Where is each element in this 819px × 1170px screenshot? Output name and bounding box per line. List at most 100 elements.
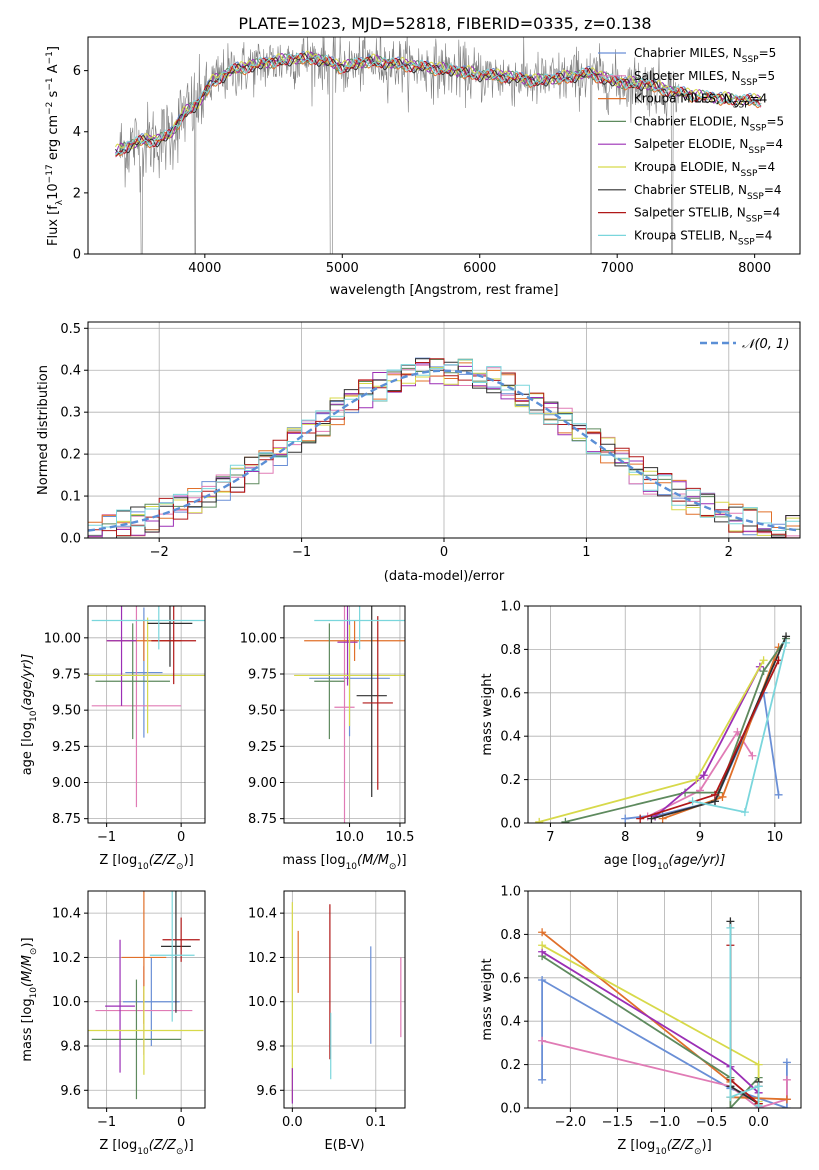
spec-xtick-label-1: 5000 — [326, 261, 359, 276]
spectrum-legend: Chabrier MILES, NSSP=5 Salpeter MILES, NS… — [598, 46, 784, 247]
massE-xtick-label-1: 0.1 — [365, 1115, 386, 1130]
ageM-frame — [283, 605, 406, 824]
spec-xtick-label-4: 8000 — [738, 261, 771, 276]
mwAge-marker-0-0 — [621, 814, 630, 823]
spec-frame — [87, 36, 801, 255]
mwAge-marker-1-2 — [733, 727, 742, 736]
mwZ-ylabel: mass weight — [480, 958, 495, 1040]
mwZ-xlabel: Z [log10(Z/Z⊙)] — [617, 1138, 711, 1157]
res-ytick-label-0: 0.0 — [60, 532, 81, 547]
mwZ-marker-0-0 — [538, 1075, 547, 1084]
ageZ-xtick-label-0: −1 — [97, 830, 116, 845]
spectrum-legend-label-4: Salpeter ELODIE, NSSP=4 — [634, 137, 783, 156]
massZ-ytick-label-1: 9.8 — [60, 1040, 81, 1055]
mwZ-xtick-label-4: 0.0 — [748, 1115, 769, 1130]
mwZ-marker-1-4 — [782, 1075, 791, 1084]
mwZ-marker-8-0 — [726, 923, 735, 932]
spec-ytick-label-3: 6 — [73, 64, 81, 79]
ageZ-ytick-label-4: 9.75 — [52, 667, 81, 682]
mwAge-ytick-label-0: 0.0 — [500, 817, 521, 832]
mwAge-ylabel: mass weight — [480, 673, 495, 755]
mwAge-xtick-label-2: 9 — [696, 830, 704, 845]
massZ-xlabel: Z [log10(Z/Z⊙)] — [99, 1138, 193, 1157]
mwAge-ytick-label-4: 0.8 — [500, 643, 521, 658]
mwAge-marker-8-0 — [688, 797, 697, 806]
mwAge-marker-5-2 — [759, 656, 768, 665]
residual-legend-label: 𝒩(0, 1) — [742, 337, 789, 352]
ageZ-frame — [87, 605, 206, 824]
mwAge-ytick-label-1: 0.2 — [500, 773, 521, 788]
mwZ-plot-area — [538, 917, 791, 1108]
mwAge-marker-5-0 — [535, 817, 544, 823]
mwAge-frame — [527, 605, 802, 824]
mwZ-marker-2-3 — [782, 1095, 791, 1104]
mass-vs-metallicity-plot: −1 0 9.6 9.8 10.0 10.2 10.4 Z [log10(Z/Z⊙)] mass… — [20, 890, 206, 1157]
mass-vs-extinction-plot: 0.0 0.1 9.6 9.8 10.0 10.2 10.4 E(B-V) — [248, 890, 406, 1153]
mwZ-marker-8-2 — [754, 1082, 763, 1091]
spectrum-plot-area — [115, 37, 762, 254]
mwZ-ytick-label-4: 0.8 — [500, 928, 521, 943]
res-ytick-label-2: 0.2 — [60, 448, 81, 463]
res-xtick-label-3: 1 — [582, 545, 590, 560]
mwAge-ytick-label-2: 0.4 — [500, 730, 521, 745]
ageZ-plot-area — [88, 606, 205, 808]
mwZ-xtick-label-3: −0.5 — [696, 1115, 728, 1130]
mwAge-xlabel: age [log10(age/yr)] — [604, 853, 726, 872]
massZ-frame — [87, 890, 206, 1109]
mwZ-xtick-label-2: −1.0 — [649, 1115, 681, 1130]
spectrum-model-line-8 — [115, 53, 762, 156]
mwZ-xtick-label-1: −1.5 — [602, 1115, 634, 1130]
ageM-ytick-label-3: 9.50 — [248, 704, 277, 719]
ageM-xtick-label-1: 10.5 — [385, 830, 414, 845]
mwAge-line-7 — [639, 659, 780, 820]
mwAge-plot-area — [535, 632, 791, 823]
residual-ylabel: Normed distribution — [36, 365, 51, 495]
ageZ-ytick-label-2: 9.25 — [52, 740, 81, 755]
massE-ytick-label-3: 10.2 — [248, 951, 277, 966]
spectrum-plot: 4000 5000 6000 7000 8000 0 2 4 6 wavelength [Angs… — [45, 36, 801, 298]
spectrum-model-line-6 — [115, 53, 762, 155]
mwAge-marker-3-3 — [759, 667, 768, 676]
ageZ-ytick-label-5: 10.00 — [44, 631, 81, 646]
mwAge-line-1 — [647, 730, 754, 818]
mwZ-marker-5-1 — [754, 1060, 763, 1069]
massE-xtick-label-0: 0.0 — [282, 1115, 303, 1130]
massZ-ytick-label-3: 10.2 — [52, 951, 81, 966]
mwZ-marker-8-1 — [726, 1093, 735, 1102]
ageM-xtick-label-0: 10.0 — [335, 830, 364, 845]
massE-xlabel: E(B-V) — [324, 1138, 364, 1153]
spectrum-legend-label-8: Kroupa STELIB, NSSP=4 — [634, 228, 772, 247]
spec-xtick-label-0: 4000 — [188, 261, 221, 276]
mwZ-line-4 — [541, 951, 760, 1094]
spectrum-model-line-5 — [115, 50, 762, 150]
massE-ytick-label-2: 10.0 — [248, 995, 277, 1010]
massE-ytick-label-4: 10.4 — [248, 907, 277, 922]
mwAge-marker-8-1 — [740, 808, 749, 817]
massZ-ytick-label-2: 10.0 — [52, 995, 81, 1010]
residual-xlabel: (data-model)/error — [384, 569, 505, 584]
res-ytick-label-3: 0.3 — [60, 406, 81, 421]
mwAge-marker-4-1 — [699, 771, 708, 780]
spectrum-legend-label-2: Kroupa MILES, NSSP=4 — [634, 92, 767, 111]
residual-plot-area — [88, 357, 800, 538]
mwZ-marker-0-3 — [782, 1104, 791, 1108]
ageZ-ytick-label-0: 8.75 — [52, 812, 81, 827]
mwZ-marker-0-1 — [538, 975, 547, 984]
spectrum-xlabel: wavelength [Angstrom, rest frame] — [330, 283, 559, 298]
massE-ytick-label-1: 9.8 — [256, 1040, 277, 1055]
ageM-xlabel: mass [log10(M/M⊙)] — [282, 853, 406, 872]
spectrum-legend-label-6: Chabrier STELIB, NSSP=4 — [634, 183, 782, 202]
mwAge-ytick-label-3: 0.6 — [500, 686, 521, 701]
spec-xtick-label-3: 7000 — [601, 261, 634, 276]
mwAge-xtick-label-1: 8 — [621, 830, 629, 845]
ageM-ytick-label-2: 9.25 — [248, 740, 277, 755]
mwAge-marker-8-2 — [782, 638, 791, 647]
mwAge-marker-2-1 — [718, 792, 727, 801]
mass-weight-vs-age-plot: 7 8 9 10 0.0 0.2 0.4 0.6 0.8 1.0 age [log10(age/yr… — [480, 600, 802, 872]
ageM-ytick-label-1: 9.00 — [248, 776, 277, 791]
mwAge-line-5 — [538, 659, 765, 823]
res-ytick-label-4: 0.4 — [60, 364, 81, 379]
ageZ-ylabel: age [log10(age/yr)] — [20, 654, 39, 776]
res-xtick-label-2: 0 — [440, 545, 448, 560]
massE-ytick-label-0: 9.6 — [256, 1084, 277, 1099]
